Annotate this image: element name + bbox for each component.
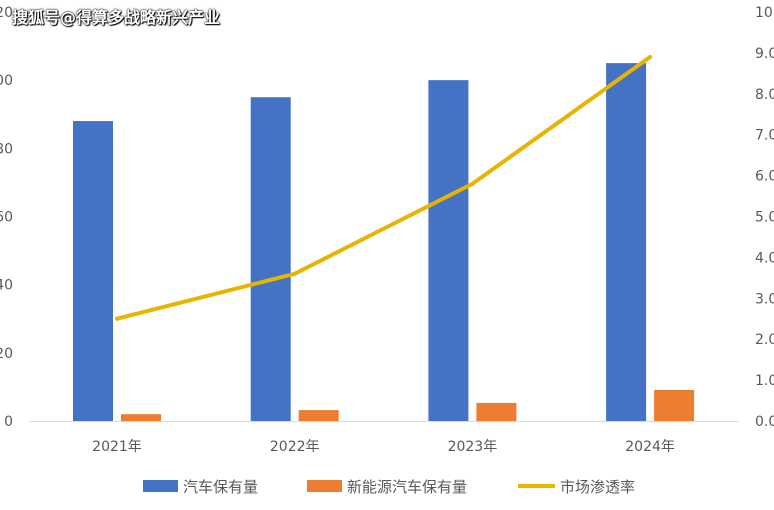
category-label: 2024年 (625, 439, 675, 455)
legend-swatch (143, 480, 178, 492)
bar-nev-stock (476, 402, 517, 421)
legend-label: 汽车保有量 (183, 478, 258, 496)
category-label: 2022年 (270, 439, 320, 455)
line-point (115, 316, 119, 321)
legend-swatch (307, 480, 342, 492)
legend-label: 市场渗透率 (560, 478, 635, 496)
left-axis-tick-label: 40 (0, 278, 13, 294)
right-axis-tick-label: 7.0 (755, 128, 774, 144)
legend-label: 新能源汽车保有量 (347, 478, 467, 496)
right-axis-tick-label: 3.0 (755, 291, 774, 307)
line-penetration-rate (115, 54, 653, 321)
right-axis-tick-label: 6.0 (755, 169, 774, 185)
left-axis-tick-label: 80 (0, 141, 13, 157)
left-axis-tick-label: 0 (4, 414, 13, 430)
category-label: 2023年 (448, 439, 498, 455)
watermark: 搜狐号@得算多战略新兴产业 (12, 8, 221, 27)
left-axis-tick-label: 120 (0, 5, 13, 21)
bar-vehicle-stock (428, 80, 469, 422)
right-axis-tick-label: 8.0 (755, 87, 774, 103)
right-axis-tick-label: 5.0 (755, 210, 774, 226)
bar-vehicle-stock (73, 121, 113, 422)
right-axis-tick-label: 4.0 (755, 250, 774, 266)
bar-nev-stock (654, 389, 695, 421)
bar-vehicle-stock (606, 63, 647, 421)
bar-nev-stock (298, 410, 339, 421)
left-axis-tick-label: 60 (0, 210, 13, 226)
left-axis-tick-label: 20 (0, 346, 13, 362)
bar-vehicle-stock (250, 97, 291, 421)
right-axis-tick-label: 9.0 (755, 46, 774, 62)
category-label: 2021年 (92, 439, 142, 455)
right-axis-tick-label: 10 (755, 5, 773, 21)
right-axis-tick-label: 2.0 (755, 332, 774, 348)
line-point (648, 54, 653, 59)
line-point (292, 271, 297, 276)
right-axis-tick-label: 1.0 (755, 373, 774, 389)
left-axis-tick-label: 100 (0, 73, 13, 89)
bar-nev-stock (121, 414, 161, 421)
line-point (470, 181, 475, 186)
right-axis-tick-label: 0.0 (755, 414, 774, 430)
